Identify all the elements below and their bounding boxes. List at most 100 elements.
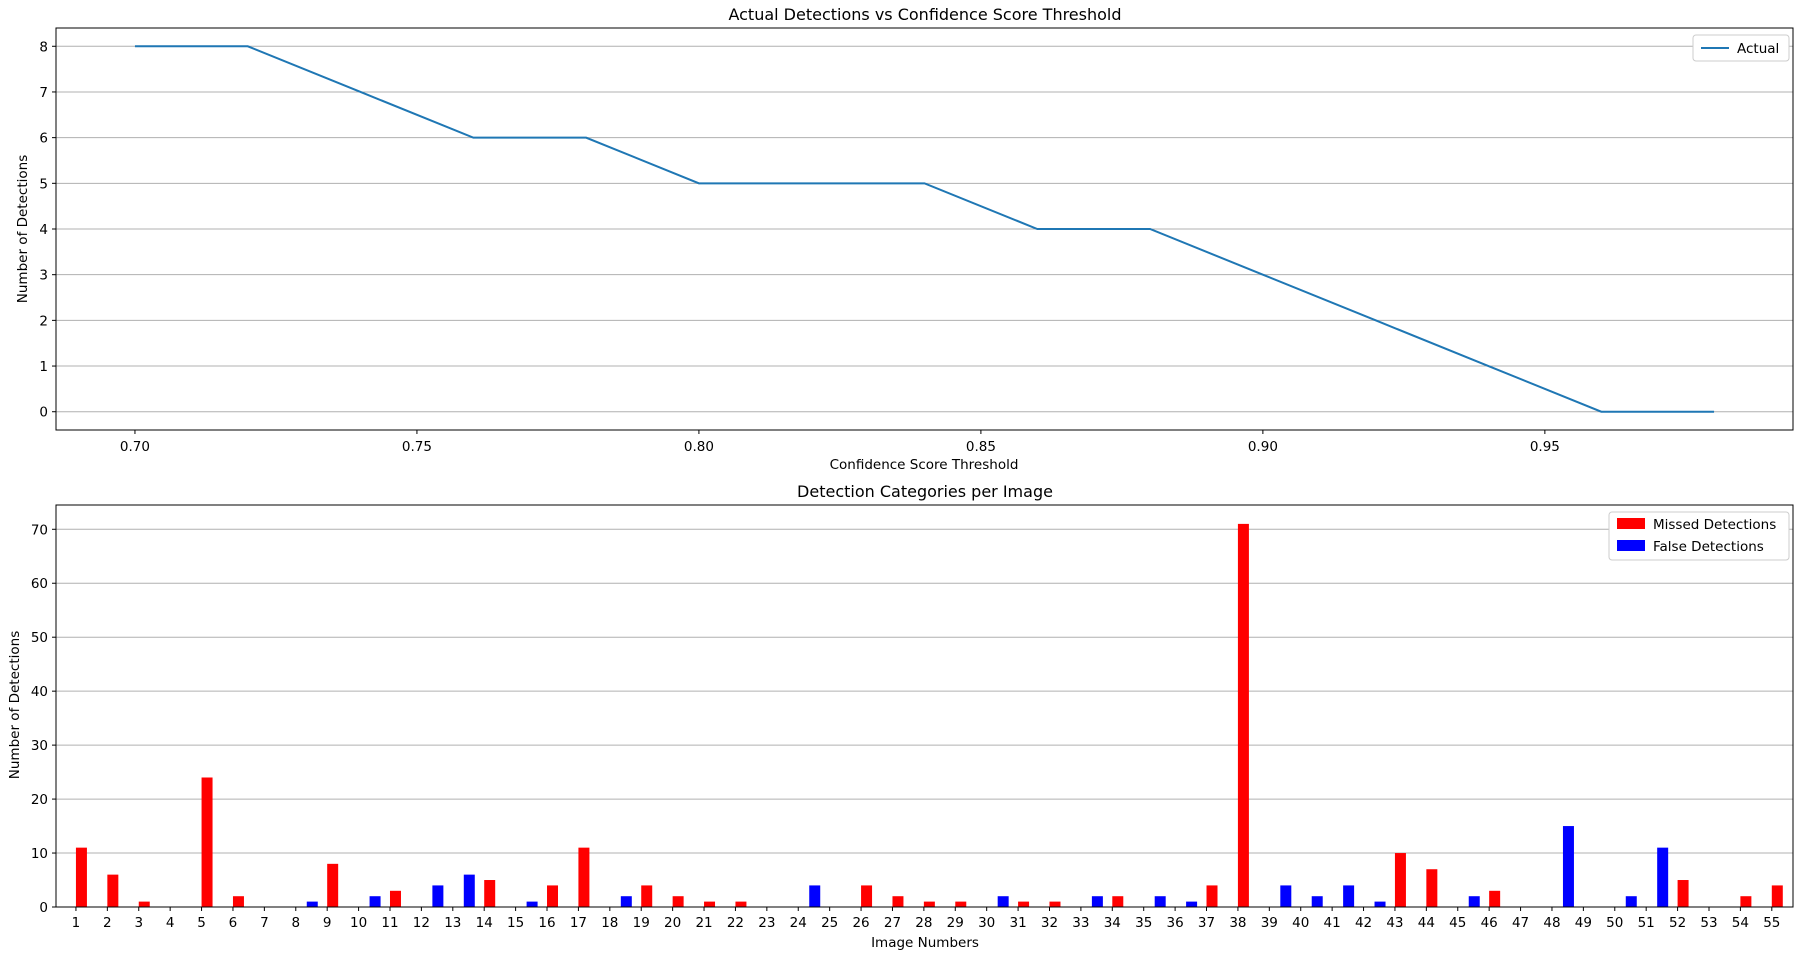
missed-detection-bar — [1237, 523, 1249, 907]
missed-detection-bar — [201, 777, 213, 907]
legend-label-false: False Detections — [1653, 539, 1764, 555]
bar-chart-xtick-label: 49 — [1575, 915, 1592, 931]
bar-chart-xtick-label: 2 — [103, 915, 112, 931]
bar-chart-xtick-label: 13 — [444, 915, 461, 931]
bar-chart-xtick-label: 39 — [1261, 915, 1278, 931]
bar-chart-xtick-label: 51 — [1638, 915, 1655, 931]
missed-detection-bar — [1394, 853, 1406, 907]
false-detection-bar — [1343, 885, 1355, 907]
line-chart-title: Actual Detections vs Confidence Score Th… — [728, 5, 1121, 24]
bar-chart-xtick-label: 33 — [1072, 915, 1089, 931]
missed-detection-bar — [704, 901, 716, 907]
missed-detection-bar — [861, 885, 873, 907]
line-chart-ytick-label: 4 — [39, 222, 48, 238]
bar-chart-xtick-label: 36 — [1167, 915, 1184, 931]
bar-chart-xtick-label: 5 — [197, 915, 206, 931]
missed-detection-bar — [75, 847, 87, 907]
false-detection-bar — [620, 896, 632, 907]
line-chart-ytick-label: 7 — [39, 85, 48, 101]
bar-chart-xtick-label: 55 — [1763, 915, 1780, 931]
bar-chart-xtick-label: 15 — [507, 915, 524, 931]
bar-chart-xtick-label: 50 — [1606, 915, 1623, 931]
false-detection-bar — [1468, 896, 1480, 907]
missed-detection-bar — [1426, 869, 1438, 907]
bar-chart-xtick-label: 43 — [1386, 915, 1403, 931]
missed-detection-bar — [672, 896, 684, 907]
bar-chart-xtick-label: 29 — [947, 915, 964, 931]
false-detection-bar — [1091, 896, 1103, 907]
false-detection-bar — [1657, 847, 1669, 907]
bar-chart-xtick-label: 4 — [166, 915, 175, 931]
missed-detection-bar — [1206, 885, 1218, 907]
line-chart-xtick-label: 0.85 — [966, 439, 996, 455]
bar-chart-xtick-label: 27 — [884, 915, 901, 931]
missed-detection-bar — [1049, 901, 1061, 907]
bar-chart-xtick-label: 41 — [1324, 915, 1341, 931]
false-detection-bar — [809, 885, 821, 907]
bar-chart-xtick-label: 10 — [350, 915, 367, 931]
bar-chart-xtick-label: 6 — [229, 915, 238, 931]
bar-chart-title: Detection Categories per Image — [797, 482, 1053, 501]
bar-chart-xlabel: Image Numbers — [871, 935, 979, 951]
missed-detection-bar — [735, 901, 747, 907]
line-chart-xtick-label: 0.90 — [1248, 439, 1278, 455]
line-chart-ytick-label: 5 — [39, 176, 48, 192]
false-detection-bar — [997, 896, 1009, 907]
missed-detection-bar — [138, 901, 150, 907]
bar-chart-xtick-label: 7 — [260, 915, 269, 931]
line-chart-ytick-label: 8 — [39, 39, 48, 55]
bar-chart-xtick-label: 19 — [633, 915, 650, 931]
false-detection-bar — [432, 885, 444, 907]
false-detection-bar — [1562, 826, 1574, 907]
bar-chart-xtick-label: 34 — [1104, 915, 1121, 931]
bar-chart-xtick-label: 23 — [758, 915, 775, 931]
bar-chart-xtick-label: 53 — [1700, 915, 1717, 931]
bar-chart-xtick-label: 54 — [1732, 915, 1749, 931]
bar-chart-xtick-label: 11 — [381, 915, 398, 931]
bar-chart-xtick-label: 18 — [601, 915, 618, 931]
line-chart-ytick-label: 3 — [39, 268, 48, 284]
missed-detection-bar — [641, 885, 653, 907]
bar-chart-frame — [55, 504, 1794, 908]
false-detection-bar — [369, 896, 381, 907]
line-chart-xtick-label: 0.80 — [684, 439, 714, 455]
bar-chart-xtick-label: 26 — [852, 915, 869, 931]
bar-chart-ytick-label: 0 — [39, 900, 48, 916]
bar-chart-xtick-label: 25 — [821, 915, 838, 931]
missed-detection-bar — [547, 885, 559, 907]
false-detection-bar — [1186, 901, 1198, 907]
legend-label-missed: Missed Detections — [1653, 517, 1776, 533]
bar-chart-legend: Missed Detections False Detections — [1608, 511, 1790, 561]
false-detection-bar — [1374, 901, 1386, 907]
false-detection-bar — [306, 901, 318, 907]
bar-chart-xtick-label: 44 — [1418, 915, 1435, 931]
line-chart-ytick-label: 6 — [39, 131, 48, 147]
missed-detection-bar — [1771, 885, 1783, 907]
line-chart-xtick-label: 0.75 — [402, 439, 432, 455]
missed-detection-bar — [107, 874, 119, 907]
missed-detection-bar — [327, 863, 339, 907]
bar-chart-ylabel: Number of Detections — [7, 631, 23, 779]
bar-chart-xtick-label: 1 — [72, 915, 81, 931]
bar-chart-xtick-label: 40 — [1292, 915, 1309, 931]
bar-chart-xtick-label: 52 — [1669, 915, 1686, 931]
bar-chart-ytick-label: 40 — [31, 684, 48, 700]
bar-chart-legend-box — [1608, 511, 1790, 561]
bar-chart-ytick-label: 20 — [31, 792, 48, 808]
false-detection-bar — [1280, 885, 1292, 907]
bar-chart-xtick-label: 48 — [1543, 915, 1560, 931]
bar-chart-xtick-label: 3 — [134, 915, 143, 931]
bar-chart-xtick-label: 16 — [538, 915, 555, 931]
bar-chart-ytick-label: 30 — [31, 738, 48, 754]
line-chart-ylabel: Number of Detections — [15, 155, 31, 303]
bar-chart-xtick-label: 24 — [790, 915, 807, 931]
bar-chart-xtick-label: 42 — [1355, 915, 1372, 931]
bar-chart-xtick-label: 14 — [476, 915, 493, 931]
legend-label-actual: Actual — [1737, 41, 1779, 57]
missed-detection-bar — [232, 896, 244, 907]
bar-chart-xtick-label: 22 — [727, 915, 744, 931]
false-detection-bar — [1625, 896, 1637, 907]
missed-detection-bar — [1018, 901, 1030, 907]
